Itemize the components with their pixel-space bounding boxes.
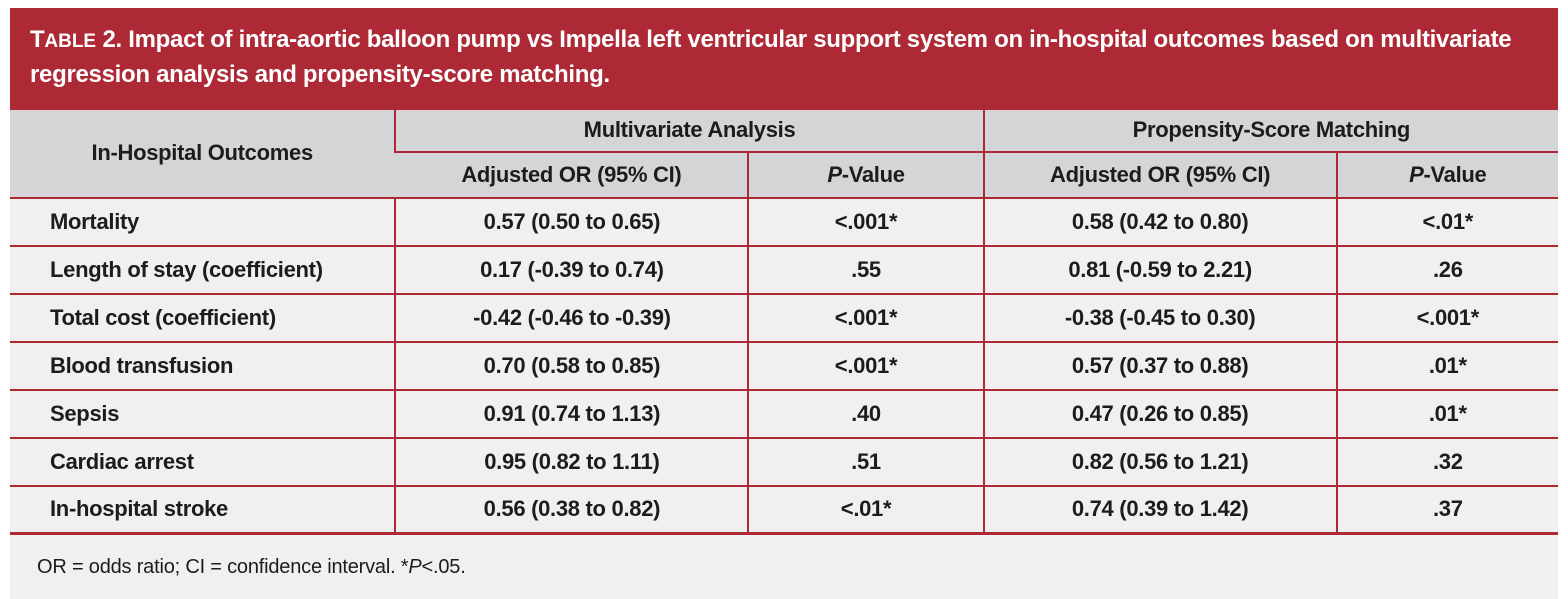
psm-or-cell: 0.58 (0.42 to 0.80) — [982, 196, 1337, 246]
psm-p-cell: .37 — [1335, 484, 1558, 536]
psm-p-cell: .01* — [1335, 340, 1558, 390]
outcome-cell: In-hospital stroke — [10, 484, 396, 536]
mv-p-cell: .51 — [747, 436, 984, 486]
table-header: In-Hospital Outcomes Multivariate Analys… — [10, 109, 1558, 198]
col-header-psm-p-value: P-Value — [1335, 150, 1558, 198]
footnote-text-2: <.05. — [421, 555, 466, 578]
col-header-mv-p-value: P-Value — [747, 150, 984, 198]
outcomes-table: In-Hospital Outcomes Multivariate Analys… — [10, 109, 1558, 536]
mv-p-cell: .40 — [747, 388, 984, 438]
table-row-length-of-stay: Length of stay (coefficient) 0.17 (-0.39… — [10, 244, 1558, 294]
psm-or-cell: 0.81 (-0.59 to 2.21) — [982, 244, 1337, 294]
table-title: TABLE 2. Impact of intra-aortic balloon … — [10, 8, 1558, 110]
mv-p-cell: .55 — [747, 244, 984, 294]
psm-p-cell: .32 — [1335, 436, 1558, 486]
group-header-propensity: Propensity-Score Matching — [982, 109, 1558, 152]
outcome-cell: Blood transfusion — [10, 340, 396, 390]
outcome-cell: Cardiac arrest — [10, 436, 396, 486]
outcome-cell: Mortality — [10, 196, 396, 246]
table-footnote: OR = odds ratio; CI = confidence interva… — [10, 535, 1558, 599]
table-2-container: TABLE 2. Impact of intra-aortic balloon … — [10, 8, 1558, 599]
psm-or-cell: 0.82 (0.56 to 1.21) — [982, 436, 1337, 486]
mv-p-cell: <.001* — [747, 196, 984, 246]
p-italic: P — [827, 161, 842, 187]
mv-p-cell: <.01* — [747, 484, 984, 536]
table-label-number: 2. — [96, 26, 129, 53]
table-row-cardiac-arrest: Cardiac arrest 0.95 (0.82 to 1.11) .51 0… — [10, 436, 1558, 486]
table-row-blood-transfusion: Blood transfusion 0.70 (0.58 to 0.85) <.… — [10, 340, 1558, 390]
outcome-cell: Length of stay (coefficient) — [10, 244, 396, 294]
footnote-p-italic: P — [408, 555, 422, 578]
col-header-mv-adjusted-or: Adjusted OR (95% CI) — [395, 150, 749, 198]
mv-or-cell: 0.91 (0.74 to 1.13) — [394, 388, 749, 438]
table-row-sepsis: Sepsis 0.91 (0.74 to 1.13) .40 0.47 (0.2… — [10, 388, 1558, 438]
table-row-total-cost: Total cost (coefficient) -0.42 (-0.46 to… — [10, 292, 1558, 342]
p-rest: -Value — [1423, 161, 1487, 187]
psm-or-cell: 0.74 (0.39 to 1.42) — [982, 484, 1337, 536]
mv-or-cell: -0.42 (-0.46 to -0.39) — [394, 292, 749, 342]
psm-p-cell: .01* — [1335, 388, 1558, 438]
psm-p-cell: <.01* — [1335, 196, 1558, 246]
p-italic: P — [1409, 161, 1424, 187]
mv-p-cell: <.001* — [747, 292, 984, 342]
group-header-row: In-Hospital Outcomes Multivariate Analys… — [10, 109, 1558, 198]
table-row-in-hospital-stroke: In-hospital stroke 0.56 (0.38 to 0.82) <… — [10, 484, 1558, 536]
mv-or-cell: 0.57 (0.50 to 0.65) — [394, 196, 749, 246]
group-header-multivariate: Multivariate Analysis — [394, 109, 984, 152]
footnote-text-1: OR = odds ratio; CI = confidence interva… — [37, 555, 409, 578]
table-label-first: T — [30, 26, 45, 53]
psm-p-cell: <.001* — [1335, 292, 1558, 342]
mv-or-cell: 0.95 (0.82 to 1.11) — [394, 436, 749, 486]
table-label-rest: ABLE — [44, 31, 97, 52]
table-row-mortality: Mortality 0.57 (0.50 to 0.65) <.001* 0.5… — [10, 196, 1558, 246]
psm-or-cell: 0.57 (0.37 to 0.88) — [982, 340, 1337, 390]
col-header-psm-adjusted-or: Adjusted OR (95% CI) — [982, 150, 1337, 198]
outcome-cell: Sepsis — [10, 388, 396, 438]
psm-or-cell: 0.47 (0.26 to 0.85) — [982, 388, 1337, 438]
sub-header-row: Adjusted OR (95% CI) P-Value Adjusted OR… — [10, 150, 1558, 198]
mv-or-cell: 0.70 (0.58 to 0.85) — [394, 340, 749, 390]
mv-or-cell: 0.56 (0.38 to 0.82) — [394, 484, 749, 536]
psm-or-cell: -0.38 (-0.45 to 0.30) — [982, 292, 1337, 342]
table-title-text: Impact of intra-aortic balloon pump vs I… — [30, 26, 1512, 88]
p-rest: -Value — [841, 161, 905, 187]
table-body: Mortality 0.57 (0.50 to 0.65) <.001* 0.5… — [10, 196, 1558, 536]
psm-p-cell: .26 — [1335, 244, 1558, 294]
outcome-cell: Total cost (coefficient) — [10, 292, 396, 342]
mv-or-cell: 0.17 (-0.39 to 0.74) — [394, 244, 749, 294]
col-header-outcomes: In-Hospital Outcomes — [10, 109, 396, 198]
mv-p-cell: <.001* — [747, 340, 984, 390]
